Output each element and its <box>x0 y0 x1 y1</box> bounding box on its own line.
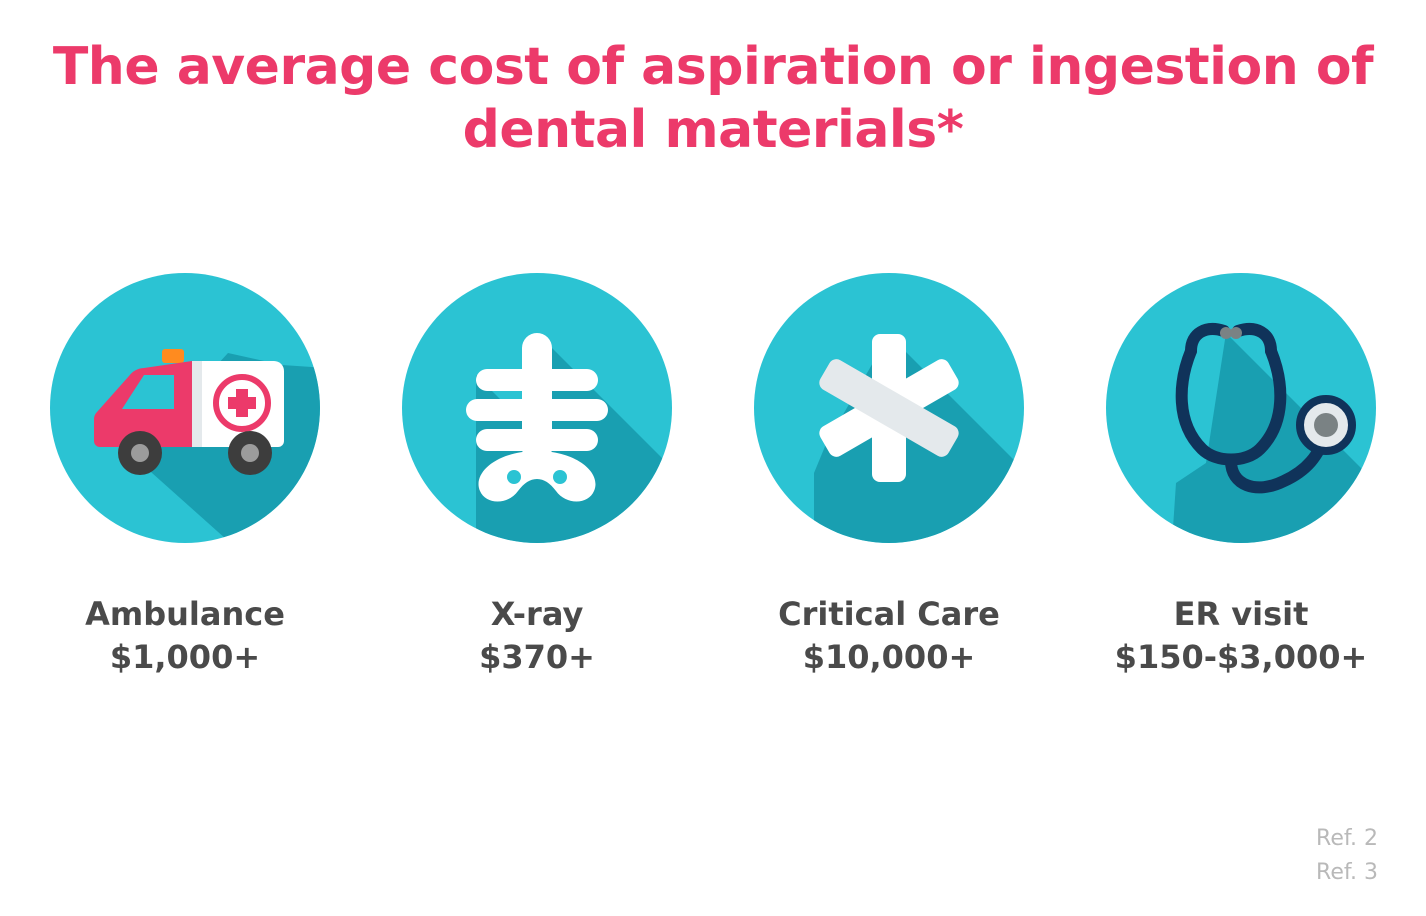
ref-line: Ref. 3 <box>1316 856 1378 890</box>
item-critical: Critical Care $10,000+ <box>744 273 1034 679</box>
item-xray: X-ray $370+ <box>392 273 682 679</box>
item-label: Ambulance $1,000+ <box>85 593 285 679</box>
item-cost: $10,000+ <box>778 636 1000 679</box>
ref-line: Ref. 2 <box>1316 822 1378 856</box>
item-label: ER visit $150-$3,000+ <box>1115 593 1368 679</box>
item-ambulance: Ambulance $1,000+ <box>40 273 330 679</box>
item-cost: $150-$3,000+ <box>1115 636 1368 679</box>
item-name: X-ray <box>479 593 595 636</box>
item-name: Critical Care <box>778 593 1000 636</box>
item-name: Ambulance <box>85 593 285 636</box>
item-cost: $1,000+ <box>85 636 285 679</box>
references: Ref. 2 Ref. 3 <box>1316 822 1378 890</box>
item-label: X-ray $370+ <box>479 593 595 679</box>
item-cost: $370+ <box>479 636 595 679</box>
page-title: The average cost of aspiration or ingest… <box>0 0 1426 163</box>
xray-circle <box>402 273 672 543</box>
xray-icon <box>402 273 672 543</box>
ambulance-icon <box>50 273 320 543</box>
critical-care-icon <box>754 273 1024 543</box>
critical-circle <box>754 273 1024 543</box>
item-name: ER visit <box>1115 593 1368 636</box>
er-circle <box>1106 273 1376 543</box>
stethoscope-icon <box>1106 273 1376 543</box>
item-label: Critical Care $10,000+ <box>778 593 1000 679</box>
items-row: Ambulance $1,000+ <box>0 273 1426 679</box>
ambulance-circle <box>50 273 320 543</box>
item-er: ER visit $150-$3,000+ <box>1096 273 1386 679</box>
